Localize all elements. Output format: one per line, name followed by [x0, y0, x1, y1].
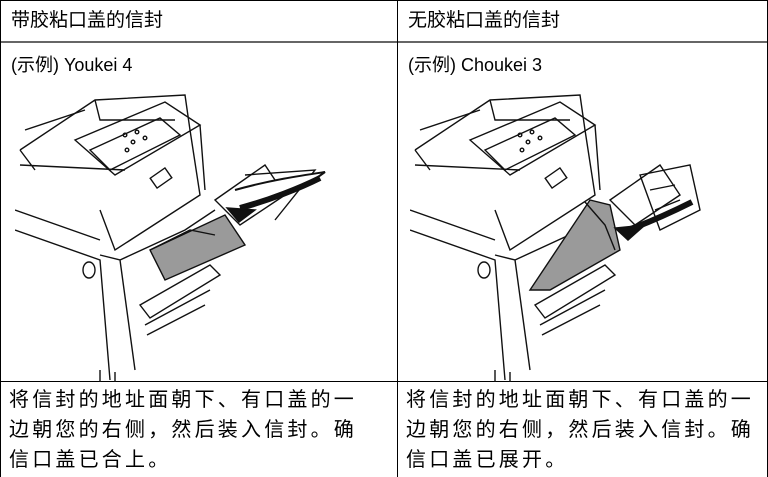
description-line: 将信封的地址面朝下、有口盖的一: [9, 387, 357, 411]
row-rule: [0, 381, 768, 382]
description: 将信封的地址面朝下、有口盖的一 边朝您的右侧，然后装入信封。确 信口盖已合上。: [1, 382, 397, 474]
column-rule: [397, 0, 398, 477]
description-line: 边朝您的右侧，然后装入信封。确: [406, 417, 754, 441]
table-border: [0, 0, 1, 477]
column-header: 带胶粘口盖的信封: [11, 9, 164, 31]
description: 将信封的地址面朝下、有口盖的一 边朝您的右侧，然后装入信封。确 信口盖已展开。: [398, 382, 767, 474]
header-rule: [0, 41, 768, 43]
table-border: [0, 0, 768, 1]
description-line: 信口盖已展开。: [406, 447, 569, 471]
example-label: (示例) Choukei 3: [408, 55, 543, 75]
description-line: 将信封的地址面朝下、有口盖的一: [406, 387, 754, 411]
description-line: 边朝您的右侧，然后装入信封。确: [9, 417, 357, 441]
printer-illustration: [410, 94, 701, 382]
column-header: 无胶粘口盖的信封: [408, 9, 561, 31]
example-label: (示例) Youkei 4: [11, 55, 133, 75]
description-line: 信口盖已合上。: [9, 447, 172, 471]
printer-illustration: [15, 94, 326, 382]
